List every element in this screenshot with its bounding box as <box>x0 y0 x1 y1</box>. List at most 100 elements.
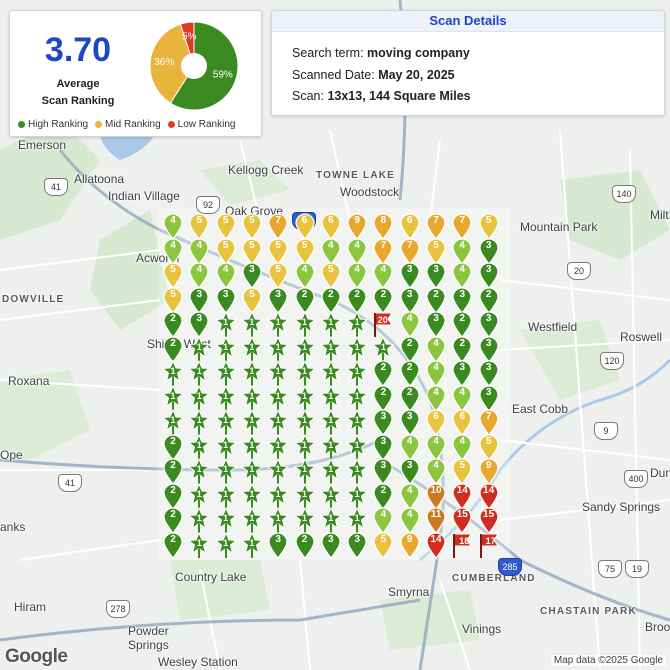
ranking-pin[interactable]: 2 <box>451 335 473 363</box>
ranking-pin[interactable]: 1 <box>293 433 316 461</box>
ranking-pin[interactable]: 4 <box>425 335 447 363</box>
ranking-pin[interactable]: 4 <box>451 237 473 265</box>
ranking-pin[interactable]: 1 <box>346 311 369 338</box>
ranking-pin[interactable]: 4 <box>162 237 184 265</box>
ranking-pin[interactable]: 5 <box>188 213 210 240</box>
ranking-pin[interactable]: 6 <box>320 213 342 240</box>
ranking-pin[interactable]: 3 <box>372 409 394 436</box>
ranking-pin[interactable]: 3 <box>320 531 342 559</box>
ranking-pin[interactable]: 5 <box>267 237 289 265</box>
ranking-pin[interactable]: 1 <box>267 384 290 412</box>
ranking-pin[interactable]: 1 <box>293 311 316 338</box>
ranking-pin[interactable]: 14 <box>425 531 447 559</box>
ranking-pin[interactable]: 17 <box>478 532 500 559</box>
ranking-pin[interactable]: 1 <box>267 360 290 387</box>
ranking-pin[interactable]: 1 <box>346 360 369 387</box>
ranking-pin[interactable]: 4 <box>346 237 368 265</box>
ranking-pin[interactable]: 5 <box>215 213 237 240</box>
ranking-pin[interactable]: 1 <box>293 360 316 387</box>
ranking-pin[interactable]: 1 <box>214 458 237 485</box>
ranking-pin[interactable]: 1 <box>188 360 211 387</box>
ranking-pin[interactable]: 1 <box>214 335 237 363</box>
ranking-pin[interactable]: 3 <box>425 262 447 289</box>
ranking-pin[interactable]: 1 <box>188 482 211 510</box>
ranking-pin[interactable]: 6 <box>451 409 473 436</box>
ranking-pin[interactable]: 14 <box>478 482 500 510</box>
ranking-pin[interactable]: 2 <box>162 335 184 363</box>
ranking-pin[interactable]: 4 <box>215 262 237 289</box>
ranking-pin[interactable]: 4 <box>425 458 447 485</box>
ranking-pin[interactable]: 3 <box>399 409 421 436</box>
ranking-pin[interactable]: 1 <box>293 507 316 534</box>
ranking-pin[interactable]: 1 <box>346 507 369 534</box>
ranking-pin[interactable]: 5 <box>162 262 184 289</box>
ranking-pin[interactable]: 2 <box>162 507 184 534</box>
ranking-pin[interactable]: 6 <box>399 213 421 240</box>
ranking-pin[interactable]: 1 <box>267 482 290 510</box>
ranking-pin[interactable]: 2 <box>399 335 421 363</box>
ranking-pin[interactable]: 3 <box>267 286 289 314</box>
ranking-pin[interactable]: 1 <box>162 384 184 412</box>
ranking-pin[interactable]: 4 <box>399 433 421 461</box>
ranking-pin[interactable]: 2 <box>399 384 421 412</box>
ranking-pin[interactable]: 5 <box>320 262 342 289</box>
ranking-pin[interactable]: 4 <box>451 433 473 461</box>
ranking-pin[interactable]: 1 <box>188 384 211 412</box>
ranking-pin[interactable]: 3 <box>372 458 394 485</box>
ranking-pin[interactable]: 2 <box>372 286 394 314</box>
ranking-pin[interactable]: 15 <box>451 507 473 534</box>
ranking-pin[interactable]: 1 <box>319 433 342 461</box>
ranking-pin[interactable]: 2 <box>162 531 184 559</box>
ranking-pin[interactable]: 4 <box>425 433 447 461</box>
ranking-pin[interactable]: 1 <box>214 482 237 510</box>
ranking-pin[interactable]: 7 <box>372 237 394 265</box>
ranking-pin[interactable]: 4 <box>372 507 394 534</box>
ranking-pin[interactable]: 1 <box>162 409 184 436</box>
ranking-pin[interactable]: 4 <box>451 384 473 412</box>
ranking-pin[interactable]: 3 <box>399 262 421 289</box>
ranking-pin[interactable]: 1 <box>267 507 290 534</box>
ranking-pin[interactable]: 1 <box>267 433 290 461</box>
ranking-pin[interactable]: 5 <box>215 237 237 265</box>
ranking-pin[interactable]: 5 <box>451 458 473 485</box>
ranking-pin[interactable]: 8 <box>372 213 394 240</box>
ranking-pin[interactable]: 5 <box>162 286 184 314</box>
ranking-pin[interactable]: 1 <box>240 507 263 534</box>
ranking-pin[interactable]: 2 <box>294 286 316 314</box>
ranking-pin[interactable]: 1 <box>214 433 237 461</box>
ranking-pin[interactable]: 1 <box>319 311 342 338</box>
ranking-pin[interactable]: 4 <box>320 237 342 265</box>
ranking-pin[interactable]: 1 <box>346 384 369 412</box>
ranking-pin[interactable]: 1 <box>346 482 369 510</box>
ranking-pin[interactable]: 6 <box>294 213 316 240</box>
ranking-pin[interactable]: 1 <box>319 458 342 485</box>
ranking-pin[interactable]: 1 <box>267 409 290 436</box>
ranking-pin[interactable]: 1 <box>293 458 316 485</box>
ranking-pin[interactable]: 4 <box>372 262 394 289</box>
ranking-pin[interactable]: 5 <box>425 237 447 265</box>
ranking-pin[interactable]: 5 <box>267 262 289 289</box>
ranking-pin[interactable]: 1 <box>372 335 395 363</box>
ranking-pin[interactable]: 3 <box>346 531 368 559</box>
ranking-pin[interactable]: 4 <box>425 360 447 387</box>
ranking-pin[interactable]: 3 <box>267 531 289 559</box>
ranking-pin[interactable]: 2 <box>294 531 316 559</box>
ranking-pin[interactable]: 2 <box>372 384 394 412</box>
ranking-pin[interactable]: 2 <box>320 286 342 314</box>
ranking-pin[interactable]: 1 <box>188 531 211 559</box>
ranking-pin[interactable]: 7 <box>478 409 500 436</box>
ranking-pin[interactable]: 3 <box>188 286 210 314</box>
ranking-pin[interactable]: 20+ <box>372 311 394 338</box>
ranking-pin[interactable]: 1 <box>240 531 263 559</box>
ranking-pin[interactable]: 1 <box>188 507 211 534</box>
ranking-pin[interactable]: 4 <box>425 384 447 412</box>
ranking-pin[interactable]: 1 <box>188 335 211 363</box>
ranking-pin[interactable]: 7 <box>399 237 421 265</box>
ranking-pin[interactable]: 4 <box>399 507 421 534</box>
ranking-pin[interactable]: 9 <box>478 458 500 485</box>
ranking-pin[interactable]: 2 <box>425 286 447 314</box>
ranking-pin[interactable]: 3 <box>215 286 237 314</box>
map-attribution[interactable]: Map data ©2025 Google <box>550 655 666 666</box>
ranking-pin[interactable]: 7 <box>267 213 289 240</box>
ranking-pin[interactable]: 3 <box>425 311 447 338</box>
